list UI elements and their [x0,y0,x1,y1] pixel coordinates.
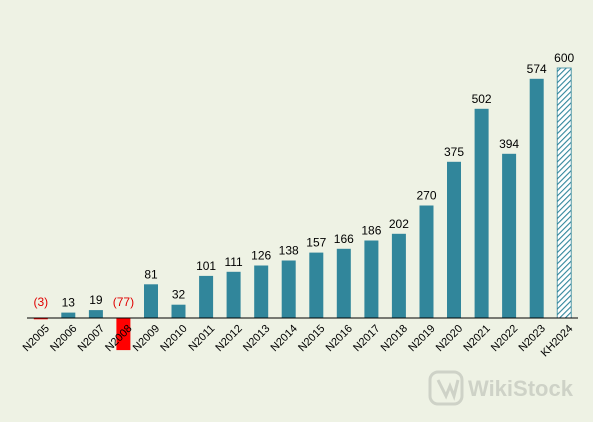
x-tick-label: N2005 [21,323,52,354]
watermark: WikiStock [428,370,574,406]
x-tick-label: N2010 [158,323,189,354]
value-label: (3) [33,295,48,309]
x-tick-label: N2018 [379,323,410,354]
value-label: 126 [251,249,271,263]
x-tick-label: N2022 [489,323,520,354]
value-label: 81 [144,267,158,281]
value-label: 502 [472,92,492,106]
bar-n2020 [447,161,461,319]
value-label: 19 [89,293,103,307]
x-tick-label: N2016 [324,323,355,354]
bar-n2010 [171,304,186,318]
x-tick-label: N2006 [48,323,79,354]
x-tick-label: N2017 [351,323,382,354]
bar-n2009 [144,284,158,319]
bar-n2023 [529,78,544,318]
bar-n2018 [391,233,406,318]
value-label: 13 [62,296,76,310]
x-tick-label: N2021 [461,323,492,354]
value-label: (77) [113,295,134,309]
value-label: 101 [196,259,216,273]
wikistock-logo-icon [428,370,464,406]
bar-n2017 [364,240,379,318]
bar-n2019 [419,205,434,318]
x-tick-label: N2013 [241,323,272,354]
x-tick-label: N2012 [213,323,244,354]
bar-n2015 [309,252,324,318]
bars-layer [33,67,572,351]
bar-n2013 [254,265,269,318]
value-label: 138 [279,244,299,258]
bar-n2006 [61,312,76,318]
x-tick-label: N2011 [186,323,217,354]
bar-n2011 [199,275,214,318]
bar-n2012 [226,271,241,319]
bar-kh2024 [556,67,572,319]
value-label: 394 [499,137,519,151]
value-label: 600 [554,51,574,65]
bar-n2008 [116,318,131,351]
watermark-text: WikiStock [468,376,574,401]
value-label: 186 [361,224,381,238]
x-tick-label: N2020 [434,323,465,354]
x-tick-label: N2014 [269,323,300,354]
value-labels-layer: (3) 13 19 (77) 81 32 101 111 126 138 157 166 186 202 2… [33,51,574,310]
value-label: 574 [527,62,547,76]
value-label: 270 [416,189,436,203]
bar-n2005 [33,318,48,320]
bar-n2016 [336,248,351,318]
x-tick-label: N2009 [131,323,162,354]
value-label: 202 [389,217,409,231]
value-label: 32 [172,288,186,302]
tick-labels-layer: N2005N2006N2007N2008N2009N2010N2011N2012… [21,323,576,360]
x-tick-label: N2007 [76,323,107,354]
value-label: 166 [334,232,354,246]
bar-n2014 [281,260,296,318]
x-tick-label: N2015 [296,323,327,354]
value-label: 111 [224,255,243,269]
value-label: 157 [306,236,326,250]
bar-n2021 [474,108,489,318]
x-tick-label: N2019 [406,323,437,354]
bar-n2022 [502,153,517,318]
bar-n2007 [88,310,103,318]
value-label: 375 [444,145,464,159]
